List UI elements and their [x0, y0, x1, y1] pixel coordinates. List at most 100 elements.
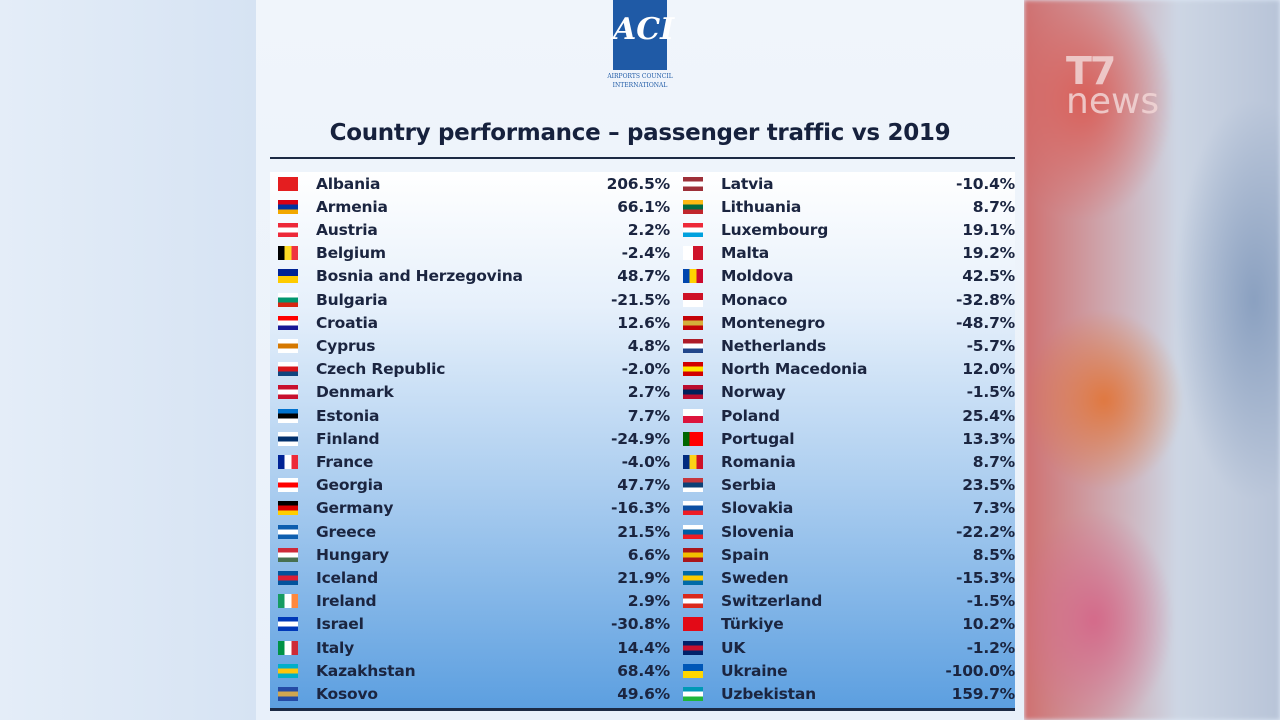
right-background	[1024, 0, 1280, 720]
traffic-change-value: -48.7%	[955, 313, 1015, 332]
traffic-change-value: 48.7%	[617, 267, 670, 286]
traffic-change-value: -1.5%	[966, 383, 1016, 402]
flag-icon	[278, 222, 298, 237]
table-row: Luxembourg 19.1%	[675, 218, 1015, 241]
flag-icon	[278, 663, 298, 678]
flag-icon	[683, 454, 703, 469]
traffic-change-value: 14.4%	[617, 638, 670, 657]
country-name: Serbia	[721, 476, 776, 495]
country-name: Germany	[316, 499, 394, 518]
flag-icon	[683, 547, 703, 562]
table-row: Georgia 47.7%	[270, 474, 670, 497]
flag-icon	[278, 547, 298, 562]
traffic-change-value: -32.8%	[955, 290, 1015, 309]
traffic-change-value: -16.3%	[610, 499, 670, 518]
traffic-change-value: 8.7%	[972, 452, 1015, 471]
traffic-change-value: -22.2%	[955, 522, 1015, 541]
table-row: Malta 19.2%	[675, 242, 1015, 265]
traffic-change-value: 7.7%	[627, 406, 670, 425]
country-name: Luxembourg	[721, 220, 829, 239]
traffic-change-value: 19.2%	[962, 244, 1015, 263]
table-row: Austria 2.2%	[270, 218, 670, 241]
traffic-change-value: -4.0%	[621, 452, 671, 471]
flag-icon	[683, 524, 703, 539]
traffic-change-value: 68.4%	[617, 661, 670, 680]
flag-icon	[683, 176, 703, 191]
table-row: Norway -1.5%	[675, 381, 1015, 404]
table-row: France -4.0%	[270, 450, 670, 473]
traffic-change-value: 66.1%	[617, 197, 670, 216]
table-row: Moldova 42.5%	[675, 265, 1015, 288]
traffic-change-value: 4.8%	[627, 336, 670, 355]
country-name: Poland	[721, 406, 780, 425]
country-name: Türkiye	[721, 615, 784, 634]
table-row: UK -1.2%	[675, 636, 1015, 659]
traffic-change-value: 2.2%	[627, 220, 670, 239]
table-row: Türkiye 10.2%	[675, 613, 1015, 636]
flag-icon	[683, 338, 703, 353]
country-name: Kazakhstan	[316, 661, 416, 680]
flag-icon	[683, 199, 703, 214]
flag-icon	[683, 269, 703, 284]
traffic-change-value: 8.7%	[972, 197, 1015, 216]
flag-icon	[278, 478, 298, 493]
table-row: Netherlands -5.7%	[675, 334, 1015, 357]
flag-icon	[278, 686, 298, 701]
table-row: Croatia 12.6%	[270, 311, 670, 334]
flag-icon	[278, 292, 298, 307]
flag-icon	[278, 640, 298, 655]
traffic-change-value: 13.3%	[962, 429, 1015, 448]
country-name: France	[316, 452, 374, 471]
flag-icon	[683, 594, 703, 609]
country-name: Moldova	[721, 267, 794, 286]
traffic-change-value: 10.2%	[962, 615, 1015, 634]
flag-icon	[278, 338, 298, 353]
country-name: UK	[721, 638, 746, 657]
flag-icon	[278, 570, 298, 585]
country-name: Cyprus	[316, 336, 376, 355]
flag-icon	[683, 501, 703, 516]
flag-icon	[278, 315, 298, 330]
country-name: Ukraine	[721, 661, 788, 680]
country-name: Kosovo	[316, 684, 378, 703]
table-row: Montenegro -48.7%	[675, 311, 1015, 334]
table-row: Greece 21.5%	[270, 520, 670, 543]
table-row: Ukraine -100.0%	[675, 659, 1015, 682]
flag-icon	[683, 246, 703, 261]
traffic-change-value: 12.0%	[962, 360, 1015, 379]
flag-icon	[278, 594, 298, 609]
traffic-change-value: 159.7%	[951, 684, 1016, 703]
aci-logo: ACI AIRPORTS COUNCIL INTERNATIONAL	[600, 0, 680, 100]
flag-icon	[278, 408, 298, 423]
country-name: Finland	[316, 429, 380, 448]
broadcaster-logo-text: news	[1066, 81, 1160, 122]
flag-icon	[683, 570, 703, 585]
table-row: Ireland 2.9%	[270, 590, 670, 613]
traffic-change-value: -21.5%	[610, 290, 670, 309]
flag-icon	[278, 617, 298, 632]
flag-icon	[683, 617, 703, 632]
country-name: Montenegro	[721, 313, 825, 332]
country-name: Latvia	[721, 174, 774, 193]
traffic-change-value: 25.4%	[962, 406, 1015, 425]
table-row: Spain 8.5%	[675, 543, 1015, 566]
table-row: Denmark 2.7%	[270, 381, 670, 404]
flag-icon	[683, 640, 703, 655]
table-row: Lithuania 8.7%	[675, 195, 1015, 218]
table-row: Switzerland -1.5%	[675, 590, 1015, 613]
flag-icon	[278, 176, 298, 191]
traffic-change-value: -24.9%	[610, 429, 670, 448]
traffic-change-value: -1.2%	[966, 638, 1016, 657]
country-name: Croatia	[316, 313, 378, 332]
traffic-change-value: 8.5%	[972, 545, 1015, 564]
flag-icon	[683, 222, 703, 237]
flag-icon	[278, 454, 298, 469]
country-name: Albania	[316, 174, 381, 193]
table-row: Sweden -15.3%	[675, 566, 1015, 589]
country-name: Italy	[316, 638, 355, 657]
country-name: Georgia	[316, 476, 383, 495]
flag-icon	[278, 501, 298, 516]
traffic-change-value: 23.5%	[962, 476, 1015, 495]
table-row: Monaco -32.8%	[675, 288, 1015, 311]
country-name: Slovakia	[721, 499, 794, 518]
